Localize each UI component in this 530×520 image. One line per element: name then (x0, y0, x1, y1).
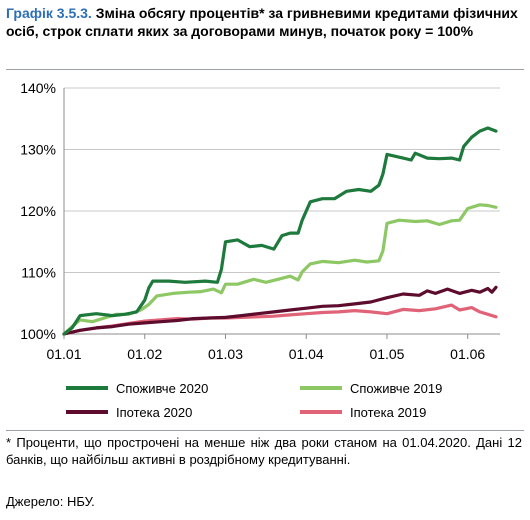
y-tick-label: 110% (21, 265, 56, 281)
y-tick-label: 140% (20, 80, 56, 96)
legend-item-consumer-2019: Споживче 2019 (300, 378, 442, 398)
figure-number: Графік 3.5.3. (6, 5, 92, 21)
line-chart: 100% 110% 120% 130% 140% 01.01 01.02 01.03 01.04… (20, 80, 500, 362)
legend-label: Іпотека 2020 (116, 404, 193, 420)
legend-swatch (66, 410, 108, 414)
x-tick-label: 01.03 (208, 346, 243, 362)
series-line-0 (62, 126, 498, 336)
legend-label: Споживче 2019 (350, 380, 443, 396)
x-tick-label: 01.04 (289, 346, 324, 362)
y-tick-label: 130% (20, 142, 56, 158)
legend-item-mortgage-2020: Іпотека 2020 (66, 402, 192, 422)
title-divider (6, 69, 524, 70)
source-line: Джерело: НБУ. (6, 494, 95, 509)
legend-swatch (300, 410, 342, 414)
legend-label: Іпотека 2019 (350, 404, 427, 420)
legend-label: Споживче 2020 (116, 380, 209, 396)
legend-swatch (300, 386, 342, 390)
footnote: * Проценти, що прострочені на менше ніж … (6, 435, 522, 467)
legend-swatch (66, 386, 108, 390)
chart-legend: Споживче 2020 Споживче 2019 Іпотека 2020… (0, 372, 530, 422)
x-tick-label: 01.05 (369, 346, 404, 362)
series-line-3 (62, 303, 498, 336)
figure-title: Графік 3.5.3. Зміна обсягу процентів* за… (6, 4, 524, 40)
x-tick-label: 01.02 (127, 346, 162, 362)
x-tick-label: 01.01 (46, 346, 81, 362)
series-layer (62, 126, 498, 336)
legend-item-consumer-2020: Споживче 2020 (66, 378, 208, 398)
figure-title-text: Зміна обсягу процентів* за гривневими кр… (6, 5, 518, 39)
axis-layer: 100% 110% 120% 130% 140% 01.01 01.02 01.03 01.04… (20, 80, 500, 362)
series-line-2 (62, 285, 498, 336)
legend-item-mortgage-2019: Іпотека 2019 (300, 402, 426, 422)
grid-layer (64, 87, 500, 335)
y-tick-label: 120% (20, 203, 56, 219)
note-divider (6, 430, 524, 431)
x-tick-label: 01.06 (450, 346, 485, 362)
y-tick-label: 100% (20, 326, 56, 342)
